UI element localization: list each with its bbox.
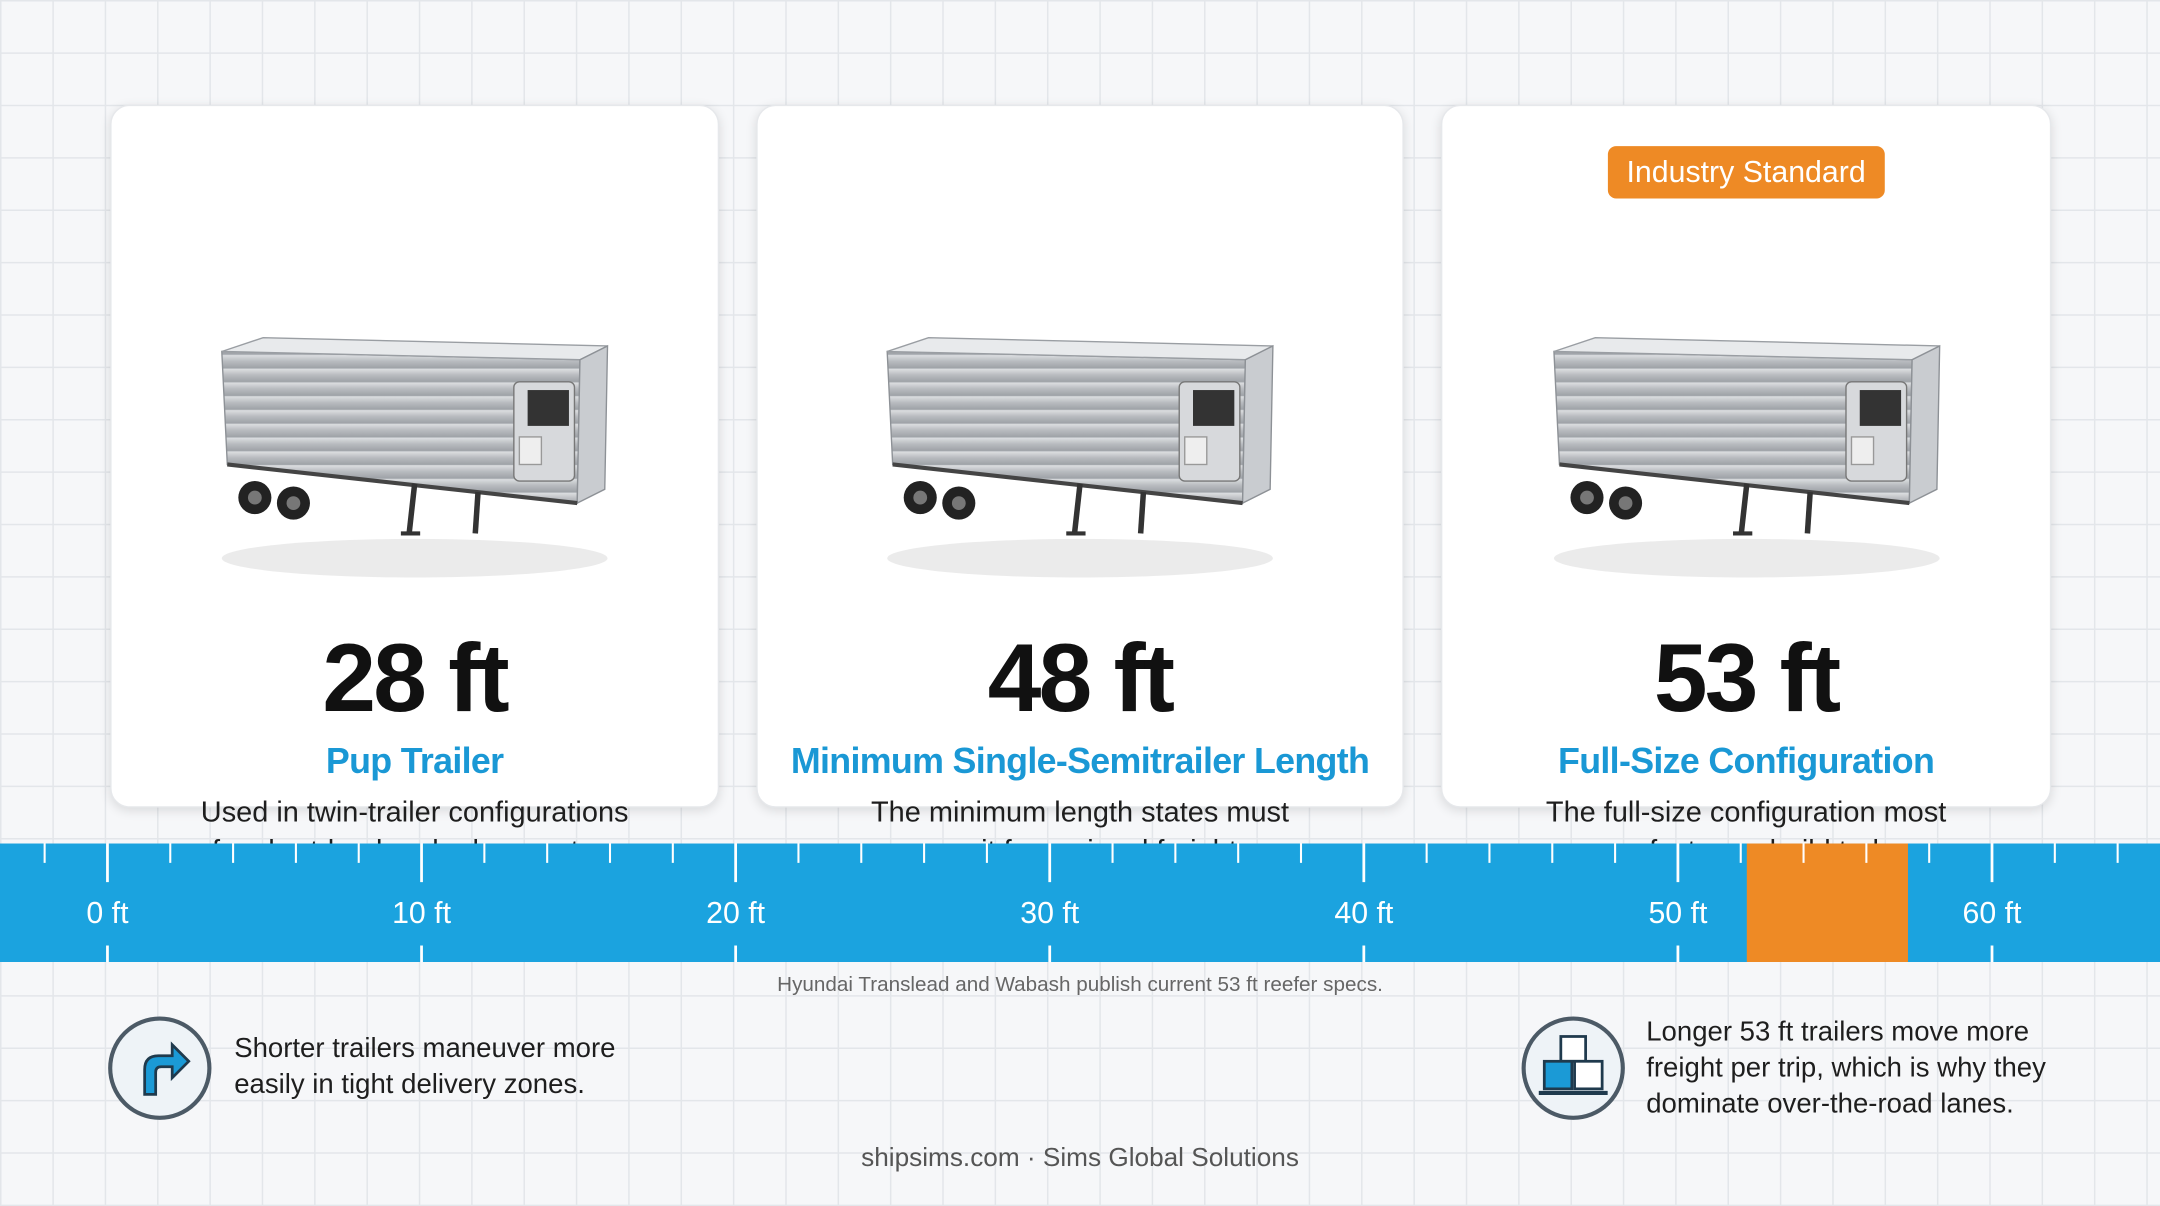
tick-label: 20 ft [706,897,766,930]
ruler-highlight [1746,843,1908,963]
length: 28 ft [322,624,509,732]
card: Industry Standard 53 ft Full-Size Config… [1440,104,2052,867]
tick-label: 30 ft [1020,897,1080,930]
note-line: Longer 53 ft trailers move more [1646,1017,2030,1048]
tick-label: 10 ft [392,897,452,930]
length: 53 ft [1653,624,1841,732]
card: 48 ft Minimum Single-Semitrailer Length … [756,104,1404,867]
note: Longer 53 ft trailers move more freight … [1646,1014,2046,1122]
trailer-image [1484,327,2007,589]
card-title: Minimum Single-Semitrailer Length [790,740,1370,782]
tick-label: 60 ft [1963,897,2023,930]
note-line: Shorter trailers maneuver more [234,1033,616,1065]
tick-label: 50 ft [1648,897,1708,930]
length: 48 ft [987,624,1175,732]
card: 28 ft Pup Trailer Used in twin-trailer c… [110,104,720,867]
source-note: Hyundai Translead and Wabash publish cur… [777,973,1383,997]
tick-label: 40 ft [1334,897,1394,930]
tick-label: 0 ft [86,897,129,930]
trailer-image [208,327,621,589]
turn-icon [108,1016,212,1120]
footer: shipsims.com · Sims Global Solutions [861,1143,1299,1173]
badge: Industry Standard [1607,146,1886,199]
note-line: easily in tight delivery zones. [234,1069,585,1100]
card-title: Pup Trailer [325,740,504,782]
description-line: The minimum length states must [871,796,1290,829]
description-line: Used in twin-trailer configurations [200,796,629,829]
description-line: The full-size configuration most [1545,796,1947,829]
boxes-icon [1521,1016,1625,1120]
note: Shorter trailers maneuver more easily in… [234,1031,615,1103]
note-line: freight per trip, which is why they [1646,1053,2046,1084]
ruler: 0 ft 10 ft 20 ft 30 ft 40 ft 50 ft 60 ft [0,843,2160,963]
note-line: dominate over-the-road lanes. [1646,1088,2014,1120]
card-title: Full-Size Configuration [1558,740,1935,782]
trailer-image [825,327,1335,589]
